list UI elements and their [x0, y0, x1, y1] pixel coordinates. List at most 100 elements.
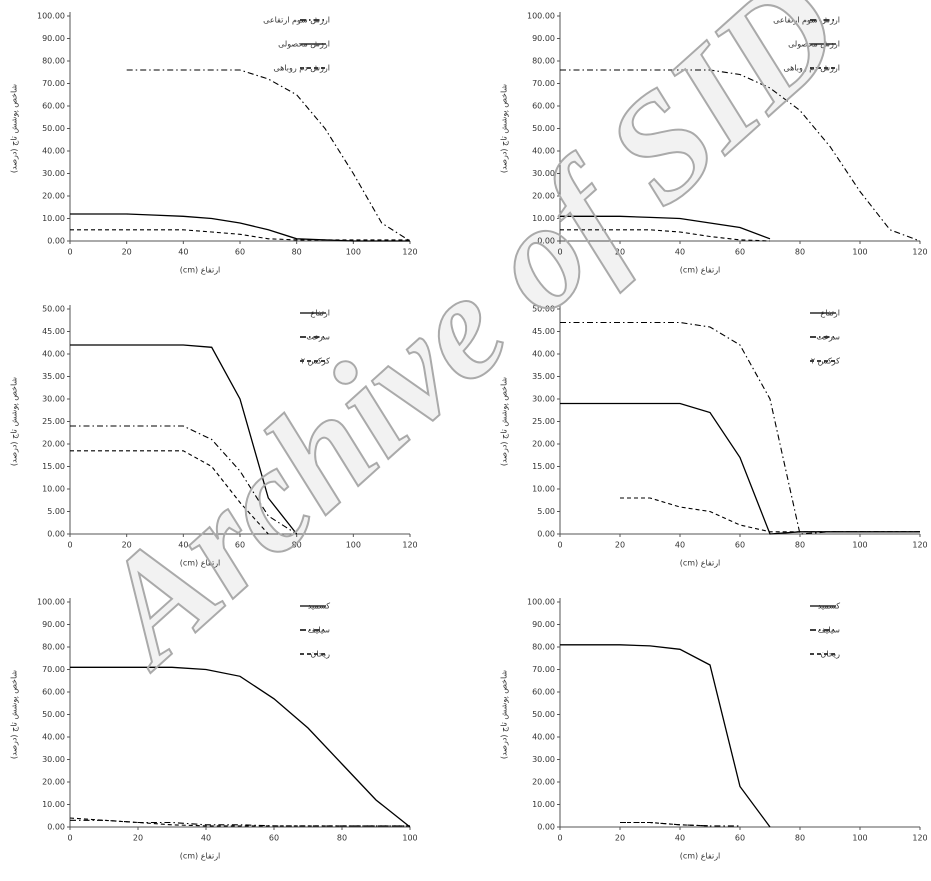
y-tick-label: 50.00 [532, 124, 555, 133]
y-tick-label: 60.00 [42, 102, 65, 111]
x-axis-label: (cm) ارتفاع [180, 266, 221, 275]
x-tick-label: 60 [235, 248, 245, 257]
x-tick-label: 20 [122, 541, 132, 550]
series-line [70, 425, 297, 535]
y-tick-label: 80.00 [42, 643, 65, 652]
y-tick-label: 30.00 [532, 755, 555, 764]
y-tick-label: 0.00 [537, 530, 555, 539]
chart-panel: 0.00 10.00 20.00 30.00 40.00 50.00 60.00 70.00 8… [10, 598, 418, 861]
y-tick-label: 0.00 [537, 823, 555, 832]
y-tick-label: 10.00 [42, 214, 65, 223]
x-tick-label: 80 [795, 834, 805, 843]
chart-panel: 0.00 5.00 10.00 15.00 20.00 25.00 30.00 35.00 40… [10, 305, 418, 568]
series-line [560, 69, 921, 242]
legend-label: سرعت [306, 333, 330, 342]
legend-label: ارزش دم روباهی [783, 64, 840, 73]
y-tick-label: 70.00 [532, 665, 555, 674]
x-tick-label: 120 [402, 541, 417, 550]
legend-label: کرکس ۲ [301, 357, 330, 366]
legend-label: کسمید [308, 602, 330, 611]
x-tick-label: 80 [292, 248, 302, 257]
x-tick-label: 100 [346, 541, 361, 550]
y-tick-label: 0.00 [47, 823, 65, 832]
series-line [560, 229, 771, 242]
y-axis-label: شاخص پوشش تاج (درصد) [10, 377, 19, 467]
legend-label: ارزش دم روباهی [273, 64, 330, 73]
series-line [70, 450, 269, 535]
y-tick-label: 20.00 [532, 192, 555, 201]
y-tick-label: 100.00 [37, 598, 65, 607]
x-tick-label: 100 [852, 834, 867, 843]
chart-panel: 0.00 5.00 10.00 15.00 20.00 25.00 30.00 35.00 40… [500, 305, 928, 568]
x-tick-label: 120 [912, 541, 927, 550]
y-tick-label: 10.00 [532, 800, 555, 809]
legend-label: سیلیف [818, 626, 841, 635]
y-tick-label: 80.00 [532, 57, 555, 66]
y-tick-label: 90.00 [532, 34, 555, 43]
y-tick-label: 40.00 [42, 350, 65, 359]
series-line [70, 344, 298, 535]
y-tick-label: 5.00 [47, 507, 65, 516]
legend-label: ارزش محصولی [788, 40, 840, 49]
x-tick-label: 60 [735, 541, 745, 550]
legend-label: ارزش سوم ارتفاعی [263, 16, 330, 25]
series-line [560, 321, 920, 535]
x-tick-label: 60 [735, 834, 745, 843]
y-tick-label: 100.00 [527, 12, 555, 21]
y-tick-label: 10.00 [532, 214, 555, 223]
legend-label: ارتفاع [820, 309, 840, 318]
y-axis-label: شاخص پوشش تاج (درصد) [500, 670, 509, 760]
y-tick-label: 70.00 [532, 79, 555, 88]
x-tick-label: 40 [675, 834, 685, 843]
y-tick-label: 90.00 [42, 34, 65, 43]
x-tick-label: 40 [178, 248, 188, 257]
y-tick-label: 0.00 [537, 237, 555, 246]
x-tick-label: 60 [235, 541, 245, 550]
y-tick-label: 60.00 [42, 688, 65, 697]
series-line [70, 213, 410, 242]
y-tick-label: 50.00 [532, 710, 555, 719]
y-tick-label: 70.00 [42, 79, 65, 88]
x-tick-label: 120 [912, 834, 927, 843]
y-tick-label: 40.00 [42, 733, 65, 742]
y-tick-label: 20.00 [42, 440, 65, 449]
y-tick-label: 30.00 [42, 395, 65, 404]
y-tick-label: 30.00 [532, 395, 555, 404]
y-tick-label: 20.00 [42, 778, 65, 787]
x-tick-label: 100 [852, 248, 867, 257]
legend-label: ارتفاع [310, 309, 330, 318]
y-tick-label: 60.00 [532, 102, 555, 111]
legend-label: سیلیف [308, 626, 331, 635]
x-axis-label: (cm) ارتفاع [680, 559, 721, 568]
x-tick-label: 80 [795, 541, 805, 550]
y-tick-label: 50.00 [42, 710, 65, 719]
chart-panel: 0.00 10.00 20.00 30.00 40.00 50.00 60.00 70.00 8… [500, 598, 928, 861]
watermark: Archive of SID [61, 0, 872, 698]
y-tick-label: 45.00 [532, 327, 555, 336]
series-line [560, 215, 771, 240]
y-tick-label: 50.00 [532, 305, 555, 314]
y-axis-label: شاخص پوشش تاج (درصد) [10, 670, 19, 760]
legend-label: ارزش محصولی [278, 40, 330, 49]
y-tick-label: 0.00 [47, 530, 65, 539]
series-line [70, 229, 410, 241]
x-tick-label: 20 [615, 248, 625, 257]
series-line [69, 817, 410, 827]
y-tick-label: 40.00 [42, 147, 65, 156]
x-tick-label: 0 [557, 248, 562, 257]
y-axis-label: شاخص پوشش تاج (درصد) [500, 84, 509, 174]
y-tick-label: 45.00 [42, 327, 65, 336]
series-line [560, 402, 920, 535]
legend-label: سرعت [816, 333, 840, 342]
x-tick-label: 60 [269, 834, 279, 843]
y-axis-label: شاخص پوشش تاج (درصد) [10, 84, 19, 174]
series-line [620, 821, 740, 827]
legend-label: ریحان [820, 650, 840, 659]
x-tick-label: 20 [615, 834, 625, 843]
y-tick-label: 90.00 [532, 620, 555, 629]
y-tick-label: 100.00 [37, 12, 65, 21]
y-tick-label: 90.00 [42, 620, 65, 629]
x-tick-label: 40 [675, 541, 685, 550]
series-line [560, 644, 771, 828]
